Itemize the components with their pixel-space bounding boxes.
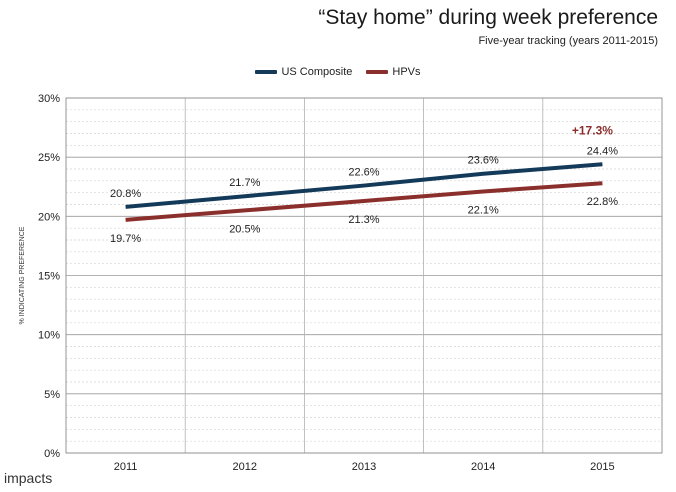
series-line-hpvs <box>125 181 603 222</box>
data-label: 20.8% <box>110 188 141 200</box>
data-label: 20.5% <box>229 223 260 235</box>
chart-title: “Stay home” during week preference <box>318 6 658 29</box>
data-label: 21.3% <box>348 214 379 226</box>
y-tick-label: 20% <box>38 211 60 223</box>
y-tick-label: 5% <box>44 389 60 401</box>
legend-swatch-us-composite <box>255 70 278 74</box>
change-annotation: +17.3% <box>572 123 613 137</box>
plot-frame <box>65 97 663 454</box>
data-label: 22.8% <box>587 196 618 208</box>
legend: US Composite HPVs <box>0 66 676 78</box>
y-axis-label: % INDICATING PREFERENCE <box>19 226 26 324</box>
data-label: 19.7% <box>110 233 141 245</box>
data-label: 24.4% <box>587 145 618 157</box>
legend-item-us-composite: US Composite <box>255 66 352 78</box>
x-tick-label: 2014 <box>471 461 495 473</box>
chart-subtitle: Five-year tracking (years 2011-2015) <box>478 35 658 47</box>
x-tick-label: 2015 <box>590 461 614 473</box>
data-label: 22.1% <box>468 204 499 216</box>
y-tick-label: 0% <box>44 448 60 460</box>
legend-label-hpvs: HPVs <box>392 66 421 78</box>
x-tick-label: 2013 <box>352 461 376 473</box>
impacts-logo: impacts <box>4 470 53 486</box>
y-tick-label: 10% <box>38 330 60 342</box>
series-line-us-composite <box>125 162 603 209</box>
data-label: 22.6% <box>348 167 379 179</box>
x-tick-label: 2011 <box>114 461 138 473</box>
y-tick-label: 30% <box>38 93 60 105</box>
legend-swatch-hpvs <box>366 70 389 74</box>
y-tick-label: 25% <box>38 152 60 164</box>
x-tick-label: 2012 <box>233 461 257 473</box>
y-tick-label: 15% <box>38 271 60 283</box>
legend-label-us-composite: US Composite <box>281 66 353 78</box>
data-label: 21.7% <box>229 177 260 189</box>
data-label: 23.6% <box>468 155 499 167</box>
legend-item-hpvs: HPVs <box>366 66 421 78</box>
